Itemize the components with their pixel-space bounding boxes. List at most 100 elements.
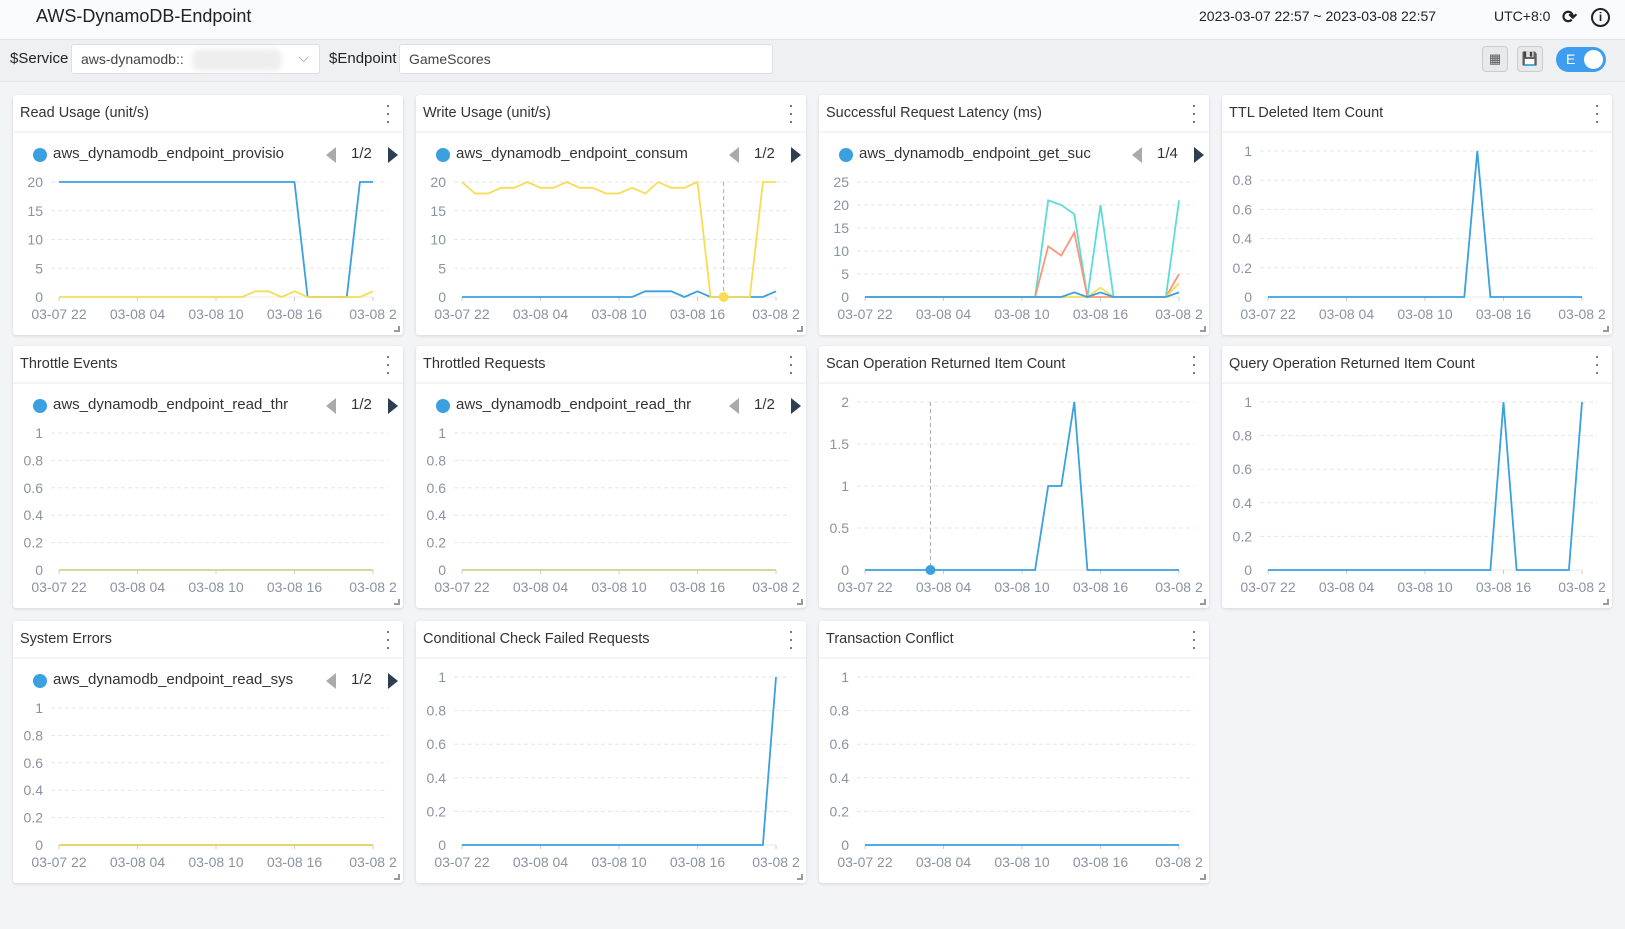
- legend-dot-icon[interactable]: [33, 399, 47, 413]
- x-tick-label: 03-08 2: [1155, 854, 1203, 870]
- chevron-down-icon: ⌵: [298, 49, 309, 65]
- x-tick-label: 03-08 04: [916, 306, 971, 322]
- save-icon[interactable]: 💾: [1517, 46, 1543, 72]
- legend-dot-icon[interactable]: [436, 148, 450, 162]
- legend-next-page-icon[interactable]: [791, 147, 801, 163]
- line-chart[interactable]: 0 0.2 0.4 0.6 0.8 1 03-07 22 03-08 04 03-08 10 03…: [416, 621, 806, 883]
- resize-handle-icon[interactable]: [797, 874, 803, 880]
- x-tick-label: 03-07 22: [31, 854, 86, 870]
- legend-label[interactable]: aws_dynamodb_endpoint_read_thr: [53, 396, 289, 413]
- x-tick-label: 03-08 04: [110, 854, 165, 870]
- panel-header: Write Usage (unit/s) · · ·: [416, 95, 806, 133]
- legend-dot-icon[interactable]: [436, 399, 450, 413]
- toggle-knob: [1584, 50, 1603, 69]
- legend-dot-icon[interactable]: [33, 148, 47, 162]
- y-tick-label: 1: [35, 700, 43, 716]
- time-range-picker[interactable]: 2023-03-07 22:57 ~ 2023-03-08 22:57: [1199, 8, 1437, 24]
- series-line: [1268, 150, 1582, 298]
- line-chart[interactable]: 0 5 10 15 20 03-07 22 03-08 04 03-08 10 03-08 16…: [13, 95, 403, 335]
- more-options-icon[interactable]: · · ·: [788, 346, 794, 382]
- legend-page-indicator: 1/2: [351, 396, 372, 413]
- x-tick-label: 03-08 04: [916, 854, 971, 870]
- legend-label[interactable]: aws_dynamodb_endpoint_read_thr: [456, 396, 692, 413]
- line-chart[interactable]: 0 5 10 15 20 25 03-07 22 03-08 04 03-08 10 03-08 …: [819, 95, 1209, 335]
- x-tick-label: 03-08 10: [591, 854, 646, 870]
- legend-prev-page-icon[interactable]: [1132, 147, 1142, 163]
- refresh-icon[interactable]: ⟳: [1562, 7, 1578, 27]
- legend-prev-page-icon[interactable]: [729, 398, 739, 414]
- resize-handle-icon[interactable]: [1603, 599, 1609, 605]
- more-options-icon[interactable]: · · ·: [1191, 621, 1197, 657]
- resize-handle-icon[interactable]: [394, 599, 400, 605]
- y-tick-label: 0: [438, 289, 446, 305]
- x-tick-label: 03-08 10: [591, 579, 646, 595]
- chart-legend: aws_dynamodb_endpoint_provisio 1/2: [33, 145, 398, 165]
- line-chart[interactable]: 0 0.2 0.4 0.6 0.8 1 03-07 22 03-08 04 03-08 10 03…: [1222, 95, 1612, 335]
- legend-next-page-icon[interactable]: [388, 673, 398, 689]
- line-chart[interactable]: 0 5 10 15 20 03-07 22 03-08 04 03-08 10 03-08 16…: [416, 95, 806, 335]
- x-tick-label: 03-08 16: [1073, 579, 1128, 595]
- line-chart[interactable]: 0 0.5 1 1.5 2 03-07 22 03-08 04 03-08 10 03-08 1…: [819, 346, 1209, 608]
- edit-toggle[interactable]: E: [1556, 47, 1606, 72]
- legend-next-page-icon[interactable]: [388, 398, 398, 414]
- resize-handle-icon[interactable]: [394, 326, 400, 332]
- legend-prev-page-icon[interactable]: [326, 147, 336, 163]
- more-options-icon[interactable]: · · ·: [788, 95, 794, 131]
- endpoint-input[interactable]: GameScores: [399, 44, 773, 74]
- legend-prev-page-icon[interactable]: [326, 398, 336, 414]
- y-tick-label: 1: [35, 425, 43, 441]
- x-tick-label: 03-08 10: [188, 306, 243, 322]
- service-select[interactable]: aws-dynamodb:: ⌵: [71, 44, 320, 74]
- panel-title: Scan Operation Returned Item Count: [826, 356, 1066, 372]
- resize-handle-icon[interactable]: [394, 874, 400, 880]
- y-tick-label: 10: [430, 232, 446, 248]
- line-chart[interactable]: 0 0.2 0.4 0.6 0.8 1 03-07 22 03-08 04 03-08 10 03…: [1222, 346, 1612, 608]
- chart-panel: Throttle Events · · · aws_dynamodb_endpoint_…: [13, 346, 403, 608]
- x-tick-label: 03-08 2: [752, 306, 800, 322]
- more-options-icon[interactable]: · · ·: [385, 346, 391, 382]
- info-icon[interactable]: i: [1591, 8, 1610, 27]
- more-options-icon[interactable]: · · ·: [788, 621, 794, 657]
- panel-title: Write Usage (unit/s): [423, 105, 551, 121]
- grid-icon[interactable]: ▦: [1482, 46, 1508, 72]
- resize-handle-icon[interactable]: [1603, 326, 1609, 332]
- legend-dot-icon[interactable]: [33, 674, 47, 688]
- y-tick-label: 25: [833, 174, 849, 190]
- y-tick-label: 0.6: [24, 480, 44, 496]
- legend-label[interactable]: aws_dynamodb_endpoint_get_suc: [859, 145, 1091, 162]
- y-tick-label: 0.2: [830, 803, 850, 819]
- timezone-selector[interactable]: UTC+8:0: [1494, 8, 1551, 24]
- legend-label[interactable]: aws_dynamodb_endpoint_read_sys: [53, 671, 294, 688]
- resize-handle-icon[interactable]: [1200, 874, 1206, 880]
- legend-label[interactable]: aws_dynamodb_endpoint_consum: [456, 145, 688, 162]
- x-tick-label: 03-07 22: [837, 579, 892, 595]
- legend-dot-icon[interactable]: [839, 148, 853, 162]
- legend-next-page-icon[interactable]: [791, 398, 801, 414]
- resize-handle-icon[interactable]: [797, 599, 803, 605]
- legend-prev-page-icon[interactable]: [729, 147, 739, 163]
- resize-handle-icon[interactable]: [1200, 599, 1206, 605]
- x-tick-label: 03-08 10: [994, 579, 1049, 595]
- line-chart[interactable]: 0 0.2 0.4 0.6 0.8 1 03-07 22 03-08 04 03-08 10 03…: [13, 621, 403, 883]
- y-tick-label: 0.4: [24, 507, 44, 523]
- line-chart[interactable]: 0 0.2 0.4 0.6 0.8 1 03-07 22 03-08 04 03-08 10 03…: [13, 346, 403, 608]
- more-options-icon[interactable]: · · ·: [1594, 95, 1600, 131]
- legend-next-page-icon[interactable]: [1194, 147, 1204, 163]
- more-options-icon[interactable]: · · ·: [1191, 346, 1197, 382]
- line-chart[interactable]: 0 0.2 0.4 0.6 0.8 1 03-07 22 03-08 04 03-08 10 03…: [416, 346, 806, 608]
- resize-handle-icon[interactable]: [1200, 326, 1206, 332]
- legend-next-page-icon[interactable]: [388, 147, 398, 163]
- line-chart[interactable]: 0 0.2 0.4 0.6 0.8 1 03-07 22 03-08 04 03-08 10 03…: [819, 621, 1209, 883]
- series-line: [865, 199, 1180, 298]
- x-tick-label: 03-08 16: [267, 306, 322, 322]
- chart-panel: Transaction Conflict · · · 0 0.2 0.4 0.6 0.8 1 03-…: [819, 621, 1209, 883]
- y-tick-label: 20: [430, 174, 446, 190]
- more-options-icon[interactable]: · · ·: [385, 621, 391, 657]
- resize-handle-icon[interactable]: [797, 326, 803, 332]
- more-options-icon[interactable]: · · ·: [385, 95, 391, 131]
- more-options-icon[interactable]: · · ·: [1594, 346, 1600, 382]
- legend-prev-page-icon[interactable]: [326, 673, 336, 689]
- legend-label[interactable]: aws_dynamodb_endpoint_provisio: [53, 145, 284, 162]
- panel-title: Read Usage (unit/s): [20, 105, 149, 121]
- more-options-icon[interactable]: · · ·: [1191, 95, 1197, 131]
